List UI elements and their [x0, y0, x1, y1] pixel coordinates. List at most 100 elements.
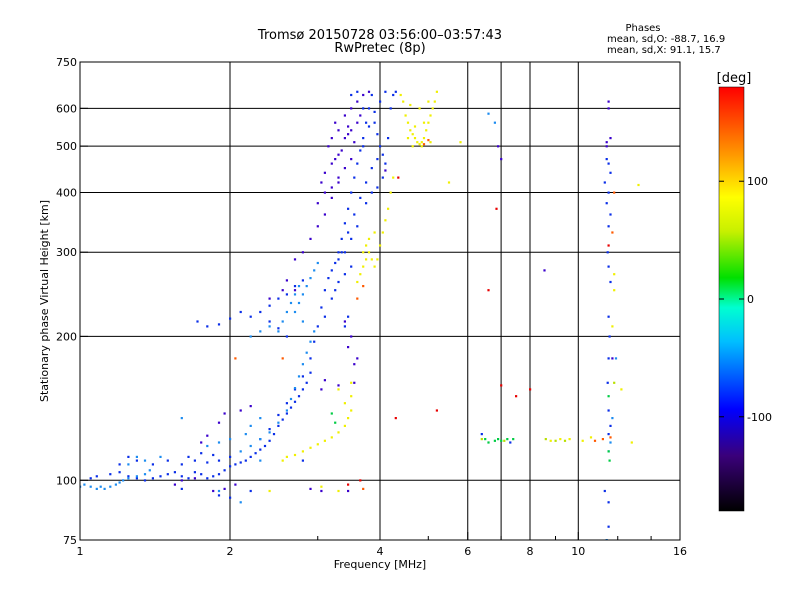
data-point — [343, 402, 346, 405]
data-point — [362, 265, 365, 268]
data-point — [500, 384, 503, 387]
data-point — [376, 133, 379, 136]
data-point — [229, 317, 232, 320]
data-point — [487, 441, 490, 444]
data-point — [127, 455, 130, 458]
data-point — [607, 100, 610, 103]
data-point — [272, 433, 276, 436]
colorbar-tick-label: -100 — [747, 411, 772, 424]
data-point — [601, 438, 604, 441]
data-point — [297, 285, 301, 288]
data-point — [607, 162, 610, 165]
data-point — [406, 137, 410, 140]
data-point — [268, 428, 271, 431]
data-point — [605, 141, 608, 144]
data-point — [320, 181, 323, 184]
data-point — [118, 463, 121, 466]
data-point — [418, 143, 421, 146]
data-point — [411, 145, 414, 148]
data-point — [135, 455, 138, 458]
data-point — [392, 176, 395, 179]
data-point — [249, 424, 252, 427]
data-point — [206, 434, 209, 437]
data-point — [607, 525, 610, 528]
data-point — [350, 129, 353, 132]
data-point — [509, 441, 512, 444]
data-point — [609, 436, 612, 439]
data-point — [297, 301, 301, 305]
data-point — [244, 433, 247, 436]
data-point — [350, 93, 353, 97]
data-point — [607, 265, 610, 268]
data-point — [373, 231, 376, 234]
data-point — [293, 310, 297, 314]
data-point — [611, 357, 614, 360]
y-tick-label: 600 — [56, 102, 77, 115]
y-tick-label: 400 — [56, 186, 77, 199]
y-tick-label: 100 — [56, 474, 77, 487]
data-point — [301, 388, 304, 391]
legend-line-x: mean, sd,X: 91.1, 15.7 — [607, 45, 721, 56]
data-point — [334, 261, 337, 265]
data-point — [435, 409, 438, 412]
data-point — [429, 114, 432, 117]
data-point — [305, 285, 308, 288]
data-point — [480, 438, 483, 441]
data-point — [480, 433, 483, 436]
data-point — [607, 357, 610, 360]
data-point — [99, 485, 102, 488]
data-point — [200, 452, 203, 455]
data-point — [350, 107, 353, 110]
data-point — [607, 244, 610, 247]
data-point — [285, 412, 288, 415]
x-axis-label: Frequency [MHz] — [334, 558, 426, 571]
data-point — [359, 273, 362, 276]
x-tick-label: 4 — [377, 545, 384, 558]
data-point — [373, 110, 376, 113]
data-point — [323, 171, 326, 174]
data-point — [362, 137, 365, 140]
data-point — [114, 483, 117, 486]
data-point — [362, 487, 365, 490]
data-point — [608, 459, 611, 462]
data-point — [244, 459, 247, 462]
data-point — [285, 279, 288, 282]
data-point — [559, 438, 562, 441]
data-point — [223, 487, 226, 490]
data-point — [493, 121, 496, 124]
data-point — [512, 438, 515, 441]
data-point — [356, 225, 359, 228]
data-point — [389, 107, 392, 110]
data-point — [394, 417, 397, 420]
data-point — [239, 461, 242, 464]
data-point — [234, 357, 237, 360]
data-point — [343, 251, 346, 254]
data-point — [347, 346, 350, 349]
data-point — [281, 320, 284, 323]
data-point — [497, 438, 500, 441]
data-point — [370, 258, 373, 261]
data-point — [367, 251, 371, 254]
data-point — [293, 387, 297, 390]
data-point — [402, 100, 405, 103]
data-point — [397, 176, 400, 179]
grid — [80, 62, 680, 540]
data-point — [611, 231, 614, 234]
data-point — [365, 258, 368, 261]
data-point — [285, 335, 288, 338]
data-point — [330, 162, 333, 165]
data-point — [297, 395, 301, 398]
data-point — [376, 258, 379, 261]
data-point — [420, 145, 423, 148]
data-point — [239, 450, 242, 453]
data-point — [297, 375, 301, 378]
data-point — [447, 181, 451, 184]
x-tick-label: 8 — [527, 545, 534, 558]
data-point — [281, 357, 284, 360]
chart-subtitle: RwPretec (8p) — [334, 41, 425, 56]
data-point — [320, 489, 323, 493]
data-point — [416, 141, 419, 144]
data-point — [356, 357, 359, 360]
data-point — [289, 406, 293, 409]
data-point — [313, 330, 316, 333]
